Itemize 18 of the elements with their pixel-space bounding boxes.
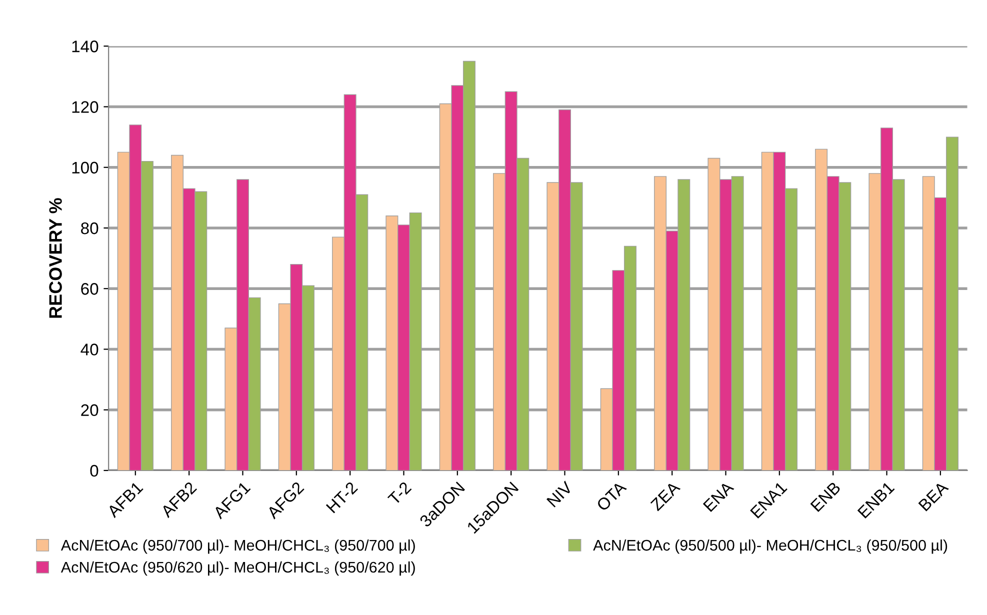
x-tick-label: BEA — [918, 480, 949, 512]
legend-label: AcN/EtOAc (950/500 µl)- MeOH/CHCL₃ (950/500 µl) — [593, 539, 948, 554]
x-tick-label: ZEA — [650, 480, 681, 512]
legend-label: AcN/EtOAc (950/700 µl)- MeOH/CHCL₃ (950/700 µl) — [60, 539, 415, 554]
y-tick-label: 120 — [72, 101, 98, 113]
y-axis-title: RECOVERY % — [49, 198, 62, 318]
y-tick-label: 100 — [72, 162, 98, 174]
x-tick-label: ENA — [702, 480, 734, 512]
y-tick-label: 20 — [81, 404, 98, 416]
y-tick-label: 60 — [81, 283, 98, 295]
y-tick-label: 40 — [80, 344, 98, 356]
y-tick-label: 0 — [90, 464, 98, 477]
x-tick-label: T-2 — [387, 481, 412, 506]
y-tick-label: 140 — [72, 40, 98, 52]
x-tick-label: OTA — [596, 480, 628, 512]
y-tick-label: 80 — [81, 222, 98, 234]
x-tick-label: NIV — [546, 480, 574, 508]
legend-label: AcN/EtOAc (950/620 µl)- MeOH/CHCL₃ (950/620 µl) — [60, 561, 415, 576]
